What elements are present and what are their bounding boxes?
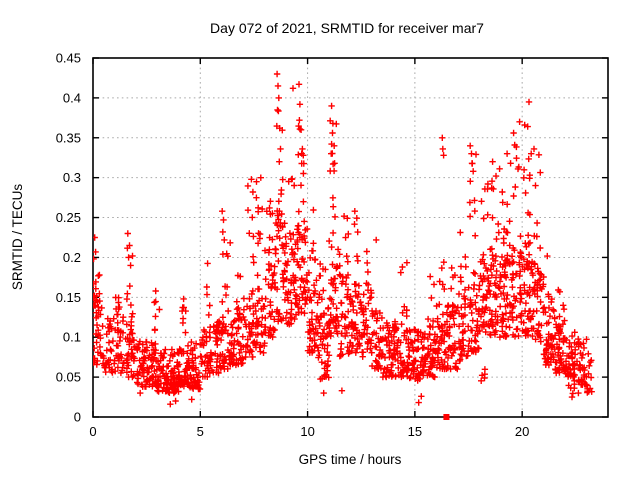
x-tick-label: 5 bbox=[197, 424, 204, 439]
y-tick-label: 0 bbox=[74, 410, 81, 425]
y-tick-label: 0.45 bbox=[56, 51, 81, 66]
data-series bbox=[93, 70, 595, 420]
data-points-plus-markers bbox=[93, 70, 595, 408]
y-tick-label: 0.15 bbox=[56, 290, 81, 305]
data-point-filled-square bbox=[443, 414, 450, 420]
y-tick-label: 0.2 bbox=[63, 250, 81, 265]
y-tick-label: 0.1 bbox=[63, 330, 81, 345]
x-tick-label: 10 bbox=[300, 424, 314, 439]
tick-labels: 0 5 10 15 20 0 0.05 0.1 0.15 0.2 0.25 0.3 0.35 0.4 0.4… bbox=[56, 51, 530, 440]
y-tick-label: 0.35 bbox=[56, 130, 81, 145]
x-tick-label: 15 bbox=[408, 424, 422, 439]
y-tick-label: 0.4 bbox=[63, 90, 81, 105]
x-axis-label: GPS time / hours bbox=[299, 452, 402, 467]
chart-title: Day 072 of 2021, SRMTID for receiver mar… bbox=[210, 20, 484, 36]
x-tick-label: 20 bbox=[515, 424, 529, 439]
y-axis-label: SRMTID / TECUs bbox=[10, 184, 25, 291]
y-tick-label: 0.3 bbox=[63, 170, 81, 185]
y-tick-label: 0.25 bbox=[56, 210, 81, 225]
y-tick-label: 0.05 bbox=[56, 370, 81, 385]
x-tick-label: 0 bbox=[89, 424, 96, 439]
